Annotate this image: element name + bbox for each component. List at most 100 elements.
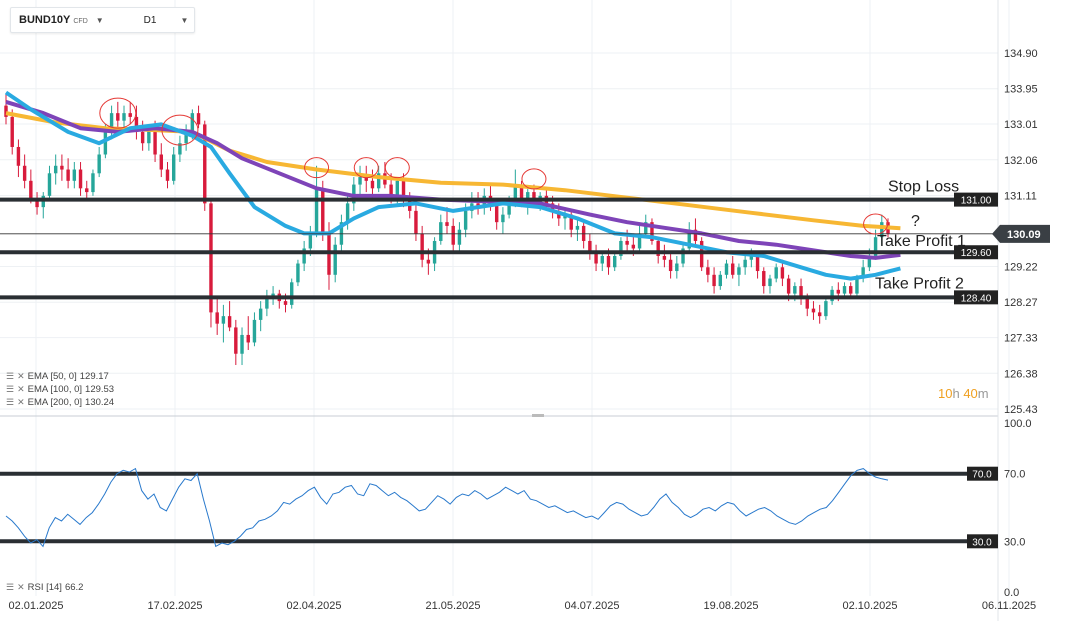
close-icon[interactable]: ✕ bbox=[17, 371, 25, 381]
settings-icon[interactable]: ☰ bbox=[6, 582, 15, 592]
candle-body bbox=[401, 180, 406, 200]
candle-body bbox=[600, 255, 604, 264]
candle-body bbox=[358, 177, 362, 185]
candle-body bbox=[426, 259, 431, 264]
level-annotation: Take Profit 2 bbox=[875, 275, 964, 292]
pane-separator-handle[interactable] bbox=[532, 414, 544, 417]
candle-body bbox=[314, 188, 319, 234]
symbol-selector[interactable]: BUND10Y CFD ▼ D1 ▼ bbox=[10, 7, 195, 33]
rsi-tick-label: 70.0 bbox=[1004, 469, 1025, 481]
candle-body bbox=[457, 229, 462, 245]
candle-body bbox=[780, 267, 785, 279]
candle-body bbox=[507, 203, 511, 215]
candle-body bbox=[737, 267, 741, 275]
close-icon[interactable]: ✕ bbox=[17, 384, 25, 394]
candle-body bbox=[873, 237, 878, 256]
candle-body bbox=[240, 334, 244, 354]
price-axis[interactable]: 134.90 133.95 133.01 132.06 131.11 129.22 128.… bbox=[992, 48, 1050, 599]
rsi-tick-label: 30.0 bbox=[1004, 536, 1025, 548]
candle-body bbox=[35, 199, 39, 208]
candle-body bbox=[463, 210, 468, 230]
rsi-level-tag bbox=[967, 466, 998, 481]
candle-body bbox=[650, 222, 654, 241]
close-icon[interactable]: ✕ bbox=[17, 582, 25, 592]
time-tick-label: 17.02.2025 bbox=[147, 600, 202, 612]
candle-body bbox=[569, 214, 573, 230]
chevron-down-icon[interactable]: ▼ bbox=[95, 15, 104, 25]
settings-icon[interactable]: ☰ bbox=[6, 384, 15, 394]
indicator-ema200-label[interactable]: ☰ ✕ EMA [200, 0] 130.24 bbox=[6, 397, 115, 408]
price-tick-label: 126.38 bbox=[1004, 368, 1038, 380]
candle-body bbox=[196, 113, 201, 125]
chevron-down-icon[interactable]: ▼ bbox=[180, 15, 189, 25]
candle-body bbox=[631, 244, 636, 249]
candle-body bbox=[203, 124, 207, 204]
indicator-ema50-label[interactable]: ☰ ✕ EMA [50, 0] 129.17 bbox=[6, 371, 109, 382]
candle-body bbox=[221, 316, 226, 324]
candle-body bbox=[731, 263, 735, 275]
rsi-line bbox=[5, 467, 889, 548]
candle-body bbox=[265, 297, 269, 309]
candle-body bbox=[85, 188, 89, 193]
candle-body bbox=[16, 146, 21, 166]
close-icon[interactable]: ✕ bbox=[17, 397, 25, 407]
settings-icon[interactable]: ☰ bbox=[6, 397, 15, 407]
price-tick-label: 131.11 bbox=[1004, 190, 1037, 202]
candle-body bbox=[445, 222, 449, 226]
candle-body bbox=[519, 184, 524, 200]
highlight-circle bbox=[863, 213, 889, 235]
candle-body bbox=[60, 165, 64, 170]
rsi-tick-label: 0.0 bbox=[1004, 587, 1019, 599]
time-tick-label: 02.01.2025 bbox=[8, 600, 63, 612]
highlight-circle bbox=[384, 157, 410, 179]
candle-body bbox=[147, 128, 151, 144]
candle-body bbox=[178, 143, 182, 155]
candle-body bbox=[749, 255, 754, 260]
time-tick-label: 19.08.2025 bbox=[703, 600, 758, 612]
annotations: ? bbox=[911, 213, 920, 230]
candle-body bbox=[227, 316, 232, 328]
candle-body bbox=[116, 113, 120, 121]
candle-body bbox=[395, 180, 400, 196]
candle-body bbox=[842, 286, 847, 294]
candle-body bbox=[10, 116, 14, 147]
candle-body bbox=[122, 113, 126, 121]
candle-body bbox=[880, 222, 884, 238]
candle-body bbox=[867, 255, 872, 268]
price-tick-label: 134.90 bbox=[1004, 48, 1038, 60]
candle-body bbox=[718, 274, 723, 287]
symbol-name[interactable]: BUND10Y bbox=[19, 14, 71, 26]
candle-body bbox=[724, 263, 729, 275]
level-annotation: Take Profit 1 bbox=[877, 233, 966, 250]
indicator-ema100-label[interactable]: ☰ ✕ EMA [100, 0] 129.53 bbox=[6, 384, 115, 395]
timeframe-selector[interactable]: D1 bbox=[143, 14, 157, 26]
candle-body bbox=[743, 259, 747, 268]
time-tick-label: 02.10.2025 bbox=[842, 600, 897, 612]
candle-body bbox=[762, 271, 766, 287]
ema50-line bbox=[4, 90, 901, 281]
time-tick-label: 06.11.2025 bbox=[982, 600, 1036, 612]
question-annotation: ? bbox=[911, 213, 920, 230]
candle-body bbox=[439, 222, 443, 241]
price-tick-label: 125.43 bbox=[1004, 404, 1038, 416]
candle-body bbox=[575, 225, 580, 230]
candle-body bbox=[668, 259, 673, 272]
candle-body bbox=[849, 286, 853, 294]
candle-body bbox=[706, 267, 710, 275]
candle-body bbox=[302, 248, 306, 264]
candle-body bbox=[594, 252, 598, 264]
candle-body bbox=[29, 180, 33, 200]
candle-body bbox=[128, 113, 132, 117]
settings-icon[interactable]: ☰ bbox=[6, 371, 15, 381]
candle-body bbox=[606, 255, 611, 268]
highlight-circle bbox=[161, 114, 199, 146]
time-axis[interactable]: 02.01.2025 17.02.2025 02.04.2025 21.05.2025… bbox=[8, 600, 1036, 612]
candle-body bbox=[165, 169, 170, 181]
candle-body bbox=[420, 233, 424, 260]
candle-body bbox=[774, 267, 778, 279]
indicator-rsi-label[interactable]: ☰ ✕ RSI [14] 66.2 bbox=[6, 582, 84, 593]
rsi-level-tag bbox=[967, 534, 998, 549]
highlight-circle bbox=[99, 97, 137, 129]
